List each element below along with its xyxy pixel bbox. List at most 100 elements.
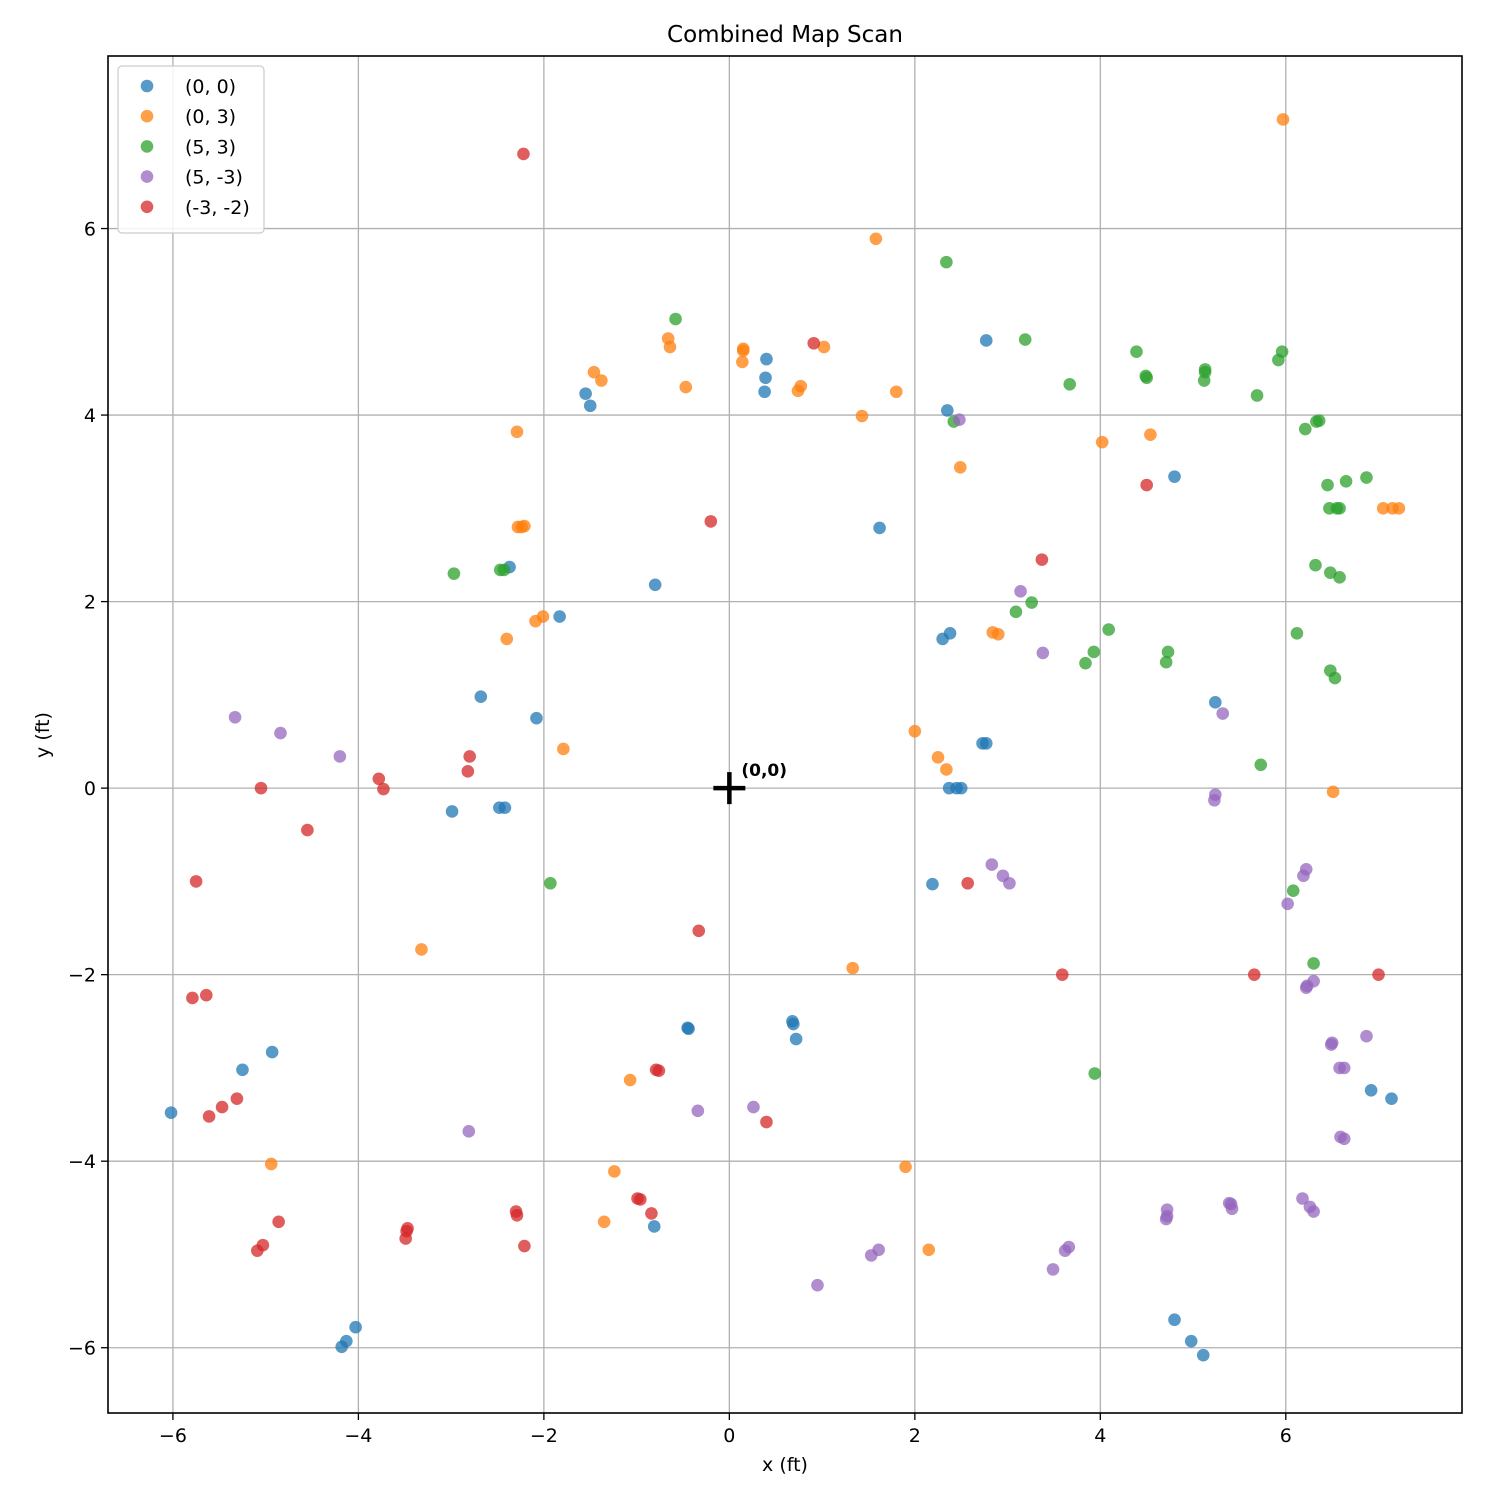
data-point	[186, 991, 199, 1005]
data-point	[1140, 371, 1153, 385]
data-point	[1309, 558, 1322, 572]
data-point	[1360, 471, 1373, 484]
data-point	[1216, 707, 1230, 720]
y-tick-label: −2	[68, 965, 96, 987]
data-point	[1095, 435, 1109, 449]
data-point	[663, 340, 677, 354]
data-point	[1312, 414, 1326, 427]
data-point	[1333, 571, 1346, 584]
data-point	[518, 1239, 531, 1253]
y-tick-label: −4	[68, 1151, 96, 1173]
legend-label: (-3, -2)	[185, 197, 250, 219]
data-point	[817, 340, 831, 354]
y-tick-label: −6	[68, 1338, 96, 1360]
data-point	[682, 1022, 695, 1036]
data-point	[1286, 884, 1300, 898]
data-point	[1290, 627, 1304, 640]
data-point	[462, 1125, 476, 1138]
data-point	[936, 632, 949, 646]
data-point	[1247, 968, 1261, 981]
data-point	[1209, 696, 1222, 709]
data-point	[1046, 1263, 1060, 1276]
data-point	[461, 765, 475, 778]
data-point	[1009, 605, 1023, 619]
data-point	[1018, 333, 1032, 346]
data-point	[251, 1244, 264, 1258]
data-point	[1250, 389, 1264, 402]
data-point	[954, 781, 968, 795]
data-point	[1197, 374, 1211, 387]
data-point	[787, 1017, 800, 1031]
data-point	[979, 737, 993, 750]
data-point	[648, 578, 662, 592]
data-point	[647, 1220, 661, 1233]
data-point	[517, 147, 530, 161]
data-point	[544, 876, 557, 890]
data-point	[272, 1215, 285, 1229]
data-point	[1326, 785, 1340, 799]
data-point	[736, 344, 750, 358]
data-point	[1168, 1313, 1181, 1327]
plot-frame	[107, 55, 1463, 1414]
data-point	[215, 1100, 229, 1114]
data-point	[189, 875, 203, 888]
x-tick-label: −2	[530, 1425, 558, 1447]
data-point	[889, 385, 903, 399]
data-point	[869, 232, 883, 246]
data-point	[553, 610, 566, 623]
data-point	[931, 751, 945, 764]
data-point	[811, 1278, 824, 1292]
x-tick-label: −6	[159, 1425, 187, 1447]
legend-label: (0, 3)	[185, 106, 236, 128]
origin-marker: (0,0)	[713, 761, 787, 805]
data-point	[1281, 897, 1294, 911]
data-point	[1321, 478, 1334, 492]
data-point	[908, 724, 922, 738]
data-point	[202, 1110, 216, 1123]
data-point	[349, 1320, 362, 1334]
data-point	[704, 515, 718, 528]
data-point	[1307, 957, 1320, 970]
data-point	[164, 1106, 178, 1119]
data-point	[992, 627, 1005, 641]
data-point	[1058, 1244, 1072, 1258]
data-point	[1328, 671, 1342, 685]
data-point	[1063, 377, 1077, 391]
legend-marker	[140, 79, 154, 93]
data-point	[1385, 1092, 1398, 1105]
data-point	[922, 1243, 936, 1257]
data-point	[1055, 968, 1069, 981]
data-point	[1307, 1205, 1320, 1218]
x-tick-label: −4	[344, 1425, 372, 1447]
data-point	[1298, 422, 1312, 436]
data-point	[1161, 645, 1175, 659]
data-point	[1299, 981, 1313, 995]
data-point	[1392, 502, 1406, 515]
data-point	[759, 371, 772, 385]
data-point	[1144, 428, 1157, 441]
data-point	[530, 711, 543, 725]
data-point	[1360, 1029, 1373, 1043]
data-point	[377, 782, 390, 796]
y-tick-label: 2	[84, 592, 96, 614]
data-point	[1324, 1038, 1338, 1051]
data-point	[940, 763, 953, 776]
data-point	[855, 409, 869, 423]
data-point	[301, 823, 314, 837]
data-point	[1036, 646, 1050, 660]
x-tick-label: 4	[1094, 1425, 1106, 1447]
data-point	[498, 801, 512, 815]
data-point	[500, 632, 514, 646]
data-point	[1130, 345, 1143, 358]
data-point	[747, 1100, 760, 1114]
data-point	[645, 1207, 658, 1220]
legend-label: (0, 0)	[185, 76, 236, 98]
data-point	[372, 772, 386, 786]
data-point	[1003, 876, 1016, 890]
data-point	[1364, 1084, 1378, 1097]
data-point	[518, 519, 531, 533]
data-point	[445, 805, 459, 818]
data-point	[497, 563, 511, 577]
grid	[108, 56, 1462, 1413]
